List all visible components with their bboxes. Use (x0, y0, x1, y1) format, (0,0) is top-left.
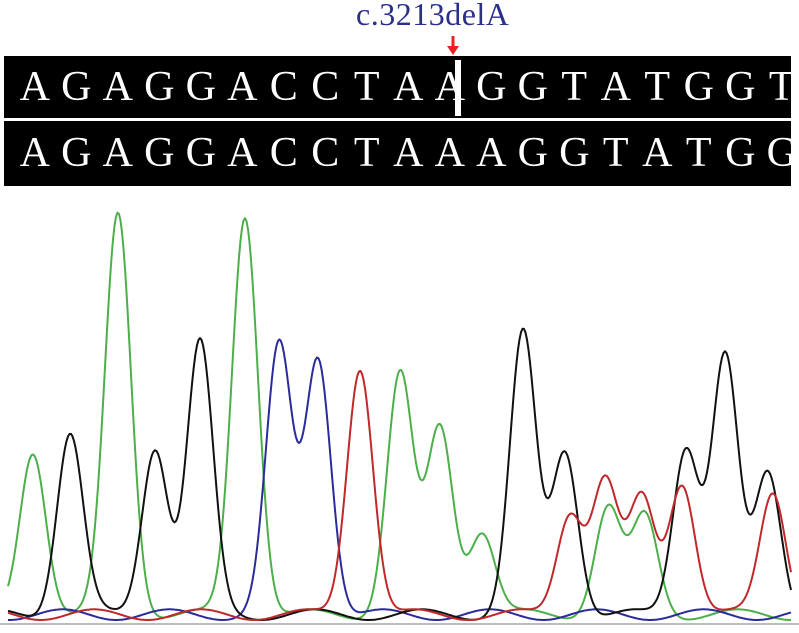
sample-base-1: A (19, 130, 50, 176)
reference-base-12: G (476, 64, 507, 110)
sample-base-16: A (642, 130, 673, 176)
sample-base-8: C (311, 130, 340, 176)
mutation-label: c.3213delA (356, 0, 510, 32)
sample-base-18: G (725, 130, 756, 176)
sample-base-3: A (102, 130, 133, 176)
trace-G (7, 327, 792, 621)
sample-base-7: C (269, 130, 298, 176)
deletion-arrow-icon (447, 36, 459, 55)
trace-C (8, 338, 792, 621)
sample-base-5: G (185, 130, 216, 176)
sample-base-9: T (353, 130, 380, 176)
reference-base-11: A (434, 64, 465, 110)
sample-base-15: T (602, 130, 629, 176)
sample-base-12: A (476, 130, 507, 176)
sample-base-17: T (685, 130, 712, 176)
reference-base-19: T (768, 64, 795, 110)
reference-base-8: C (311, 64, 340, 110)
trace-lines (7, 211, 792, 621)
reference-base-17: G (683, 64, 714, 110)
reference-base-9: T (353, 64, 380, 110)
sample-base-10: A (393, 130, 424, 176)
reference-base-14: T (561, 64, 588, 110)
sample-base-19: G (766, 130, 797, 176)
reference-base-15: A (600, 64, 631, 110)
sample-base-14: G (559, 130, 590, 176)
reference-base-10: A (393, 64, 424, 110)
deletion-cursor (455, 60, 461, 116)
reference-base-16: T (644, 64, 671, 110)
sample-base-13: G (517, 130, 548, 176)
reference-base-2: G (61, 64, 92, 110)
reference-base-4: G (144, 64, 175, 110)
sample-base-11: A (434, 130, 465, 176)
reference-base-13: G (517, 64, 548, 110)
reference-base-5: G (185, 64, 216, 110)
trace-A (7, 211, 791, 621)
trace-T (7, 370, 792, 621)
reference-base-18: G (725, 64, 756, 110)
sample-base-4: G (144, 130, 175, 176)
reference-base-7: C (269, 64, 298, 110)
reference-base-1: A (19, 64, 50, 110)
sequence-divider (4, 118, 791, 121)
sample-base-6: A (227, 130, 258, 176)
sample-base-2: G (61, 130, 92, 176)
reference-base-6: A (227, 64, 258, 110)
reference-base-3: A (102, 64, 133, 110)
